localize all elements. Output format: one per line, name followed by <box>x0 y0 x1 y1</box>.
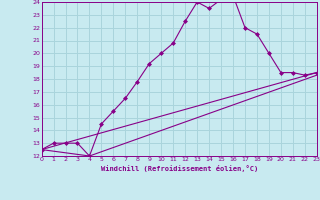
X-axis label: Windchill (Refroidissement éolien,°C): Windchill (Refroidissement éolien,°C) <box>100 165 258 172</box>
